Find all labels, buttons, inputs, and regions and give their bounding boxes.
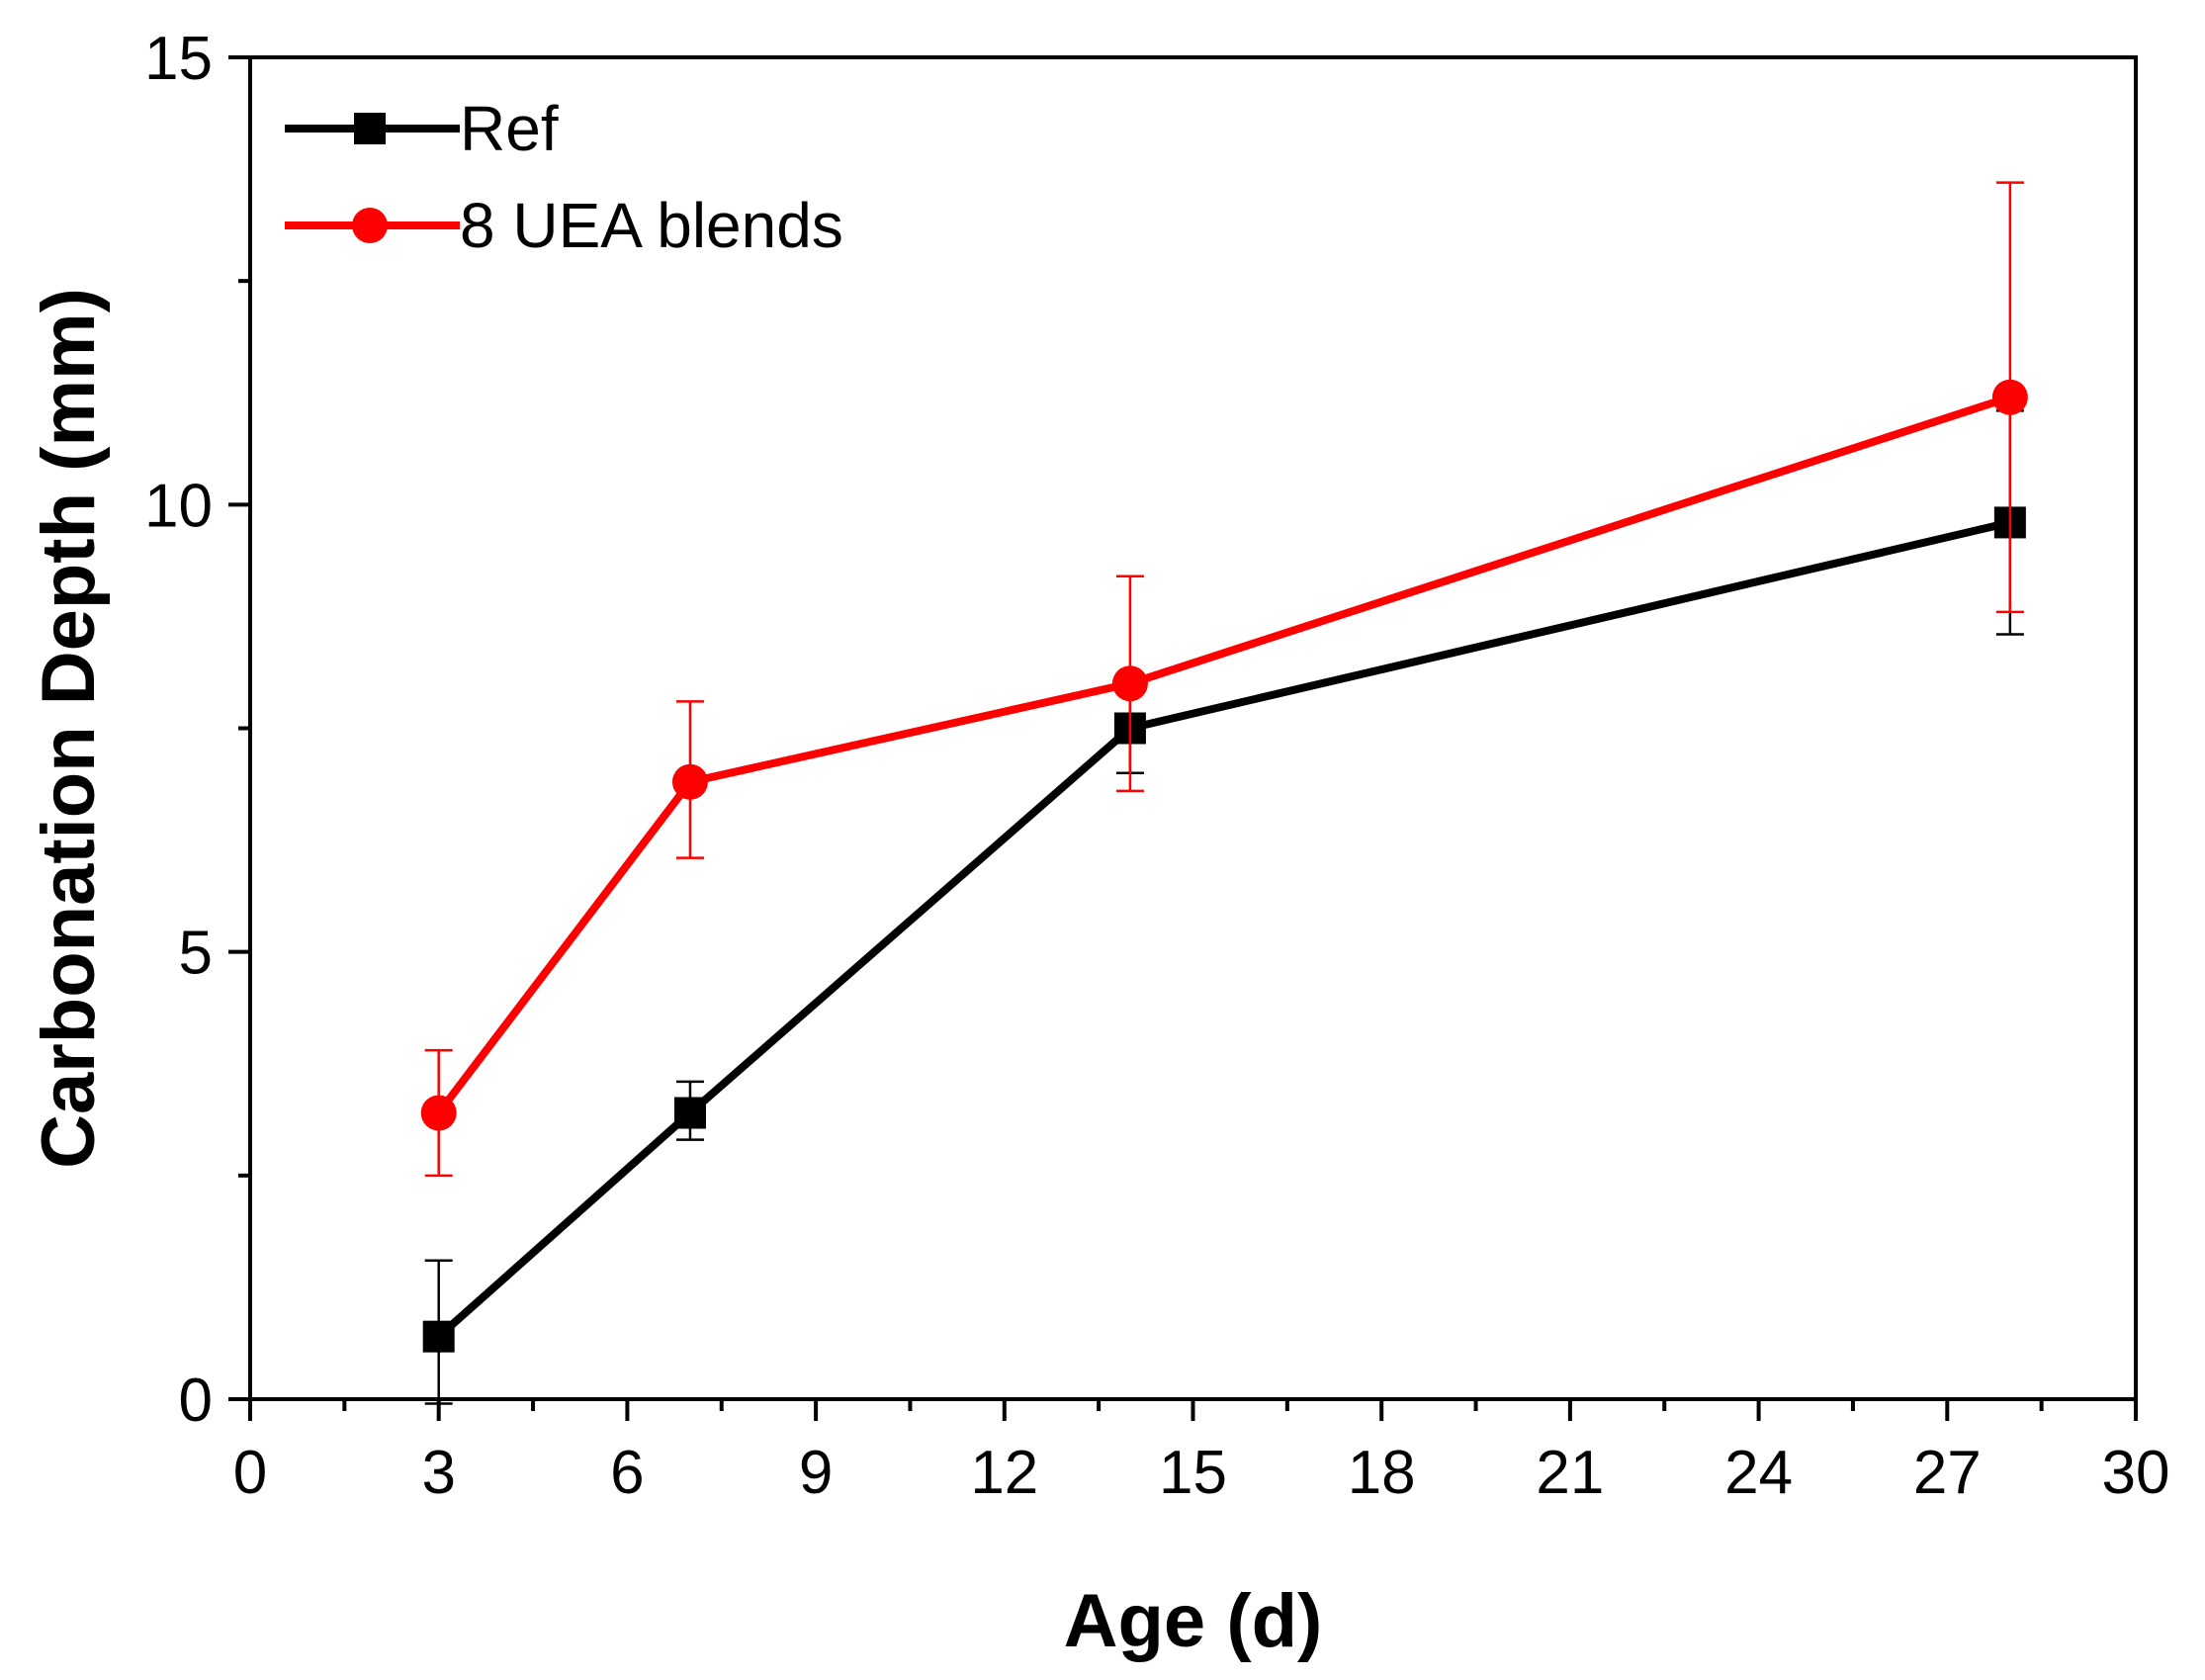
data-point: [1991, 379, 2028, 415]
y-tick-label: 0: [179, 1367, 213, 1435]
data-point: [422, 1320, 455, 1353]
series-uea-blends: [420, 181, 2028, 1178]
x-tick-label: 3: [421, 1439, 455, 1507]
legend: Ref 8 UEA blends: [285, 93, 843, 261]
legend-item: 8 UEA blends: [285, 190, 843, 261]
series-line: [436, 518, 2011, 1340]
x-tick-label: 27: [1913, 1439, 1982, 1507]
y-tick-label: 10: [144, 472, 213, 540]
x-axis-ticks: 0 3 6 9 12 15 18 21 24 27 30: [233, 1399, 2170, 1507]
y-tick-label: 5: [179, 920, 213, 988]
x-tick-label: 9: [799, 1439, 833, 1507]
series-ref: [422, 409, 2026, 1405]
x-tick-label: 12: [970, 1439, 1038, 1507]
y-tick-label: 15: [144, 25, 213, 93]
legend-label: 8 UEA blends: [460, 190, 843, 261]
y-axis-title: Carbonation Depth (mm): [27, 288, 111, 1169]
data-point: [673, 1097, 706, 1129]
legend-marker: [354, 113, 386, 144]
y-axis-ticks: 0 5 10 15: [144, 25, 250, 1435]
x-tick-label: 30: [2102, 1439, 2170, 1507]
x-tick-label: 6: [610, 1439, 644, 1507]
x-tick-label: 21: [1536, 1439, 1604, 1507]
data-point: [420, 1095, 457, 1131]
data-point: [1111, 665, 1148, 702]
legend-label: Ref: [460, 93, 559, 164]
x-tick-label: 0: [233, 1439, 267, 1507]
series-layer: [420, 181, 2028, 1405]
legend-marker: [352, 208, 388, 243]
x-axis-title: Age (d): [1064, 1579, 1323, 1663]
x-tick-label: 24: [1724, 1439, 1793, 1507]
series-line: [435, 393, 2012, 1115]
x-tick-label: 15: [1159, 1439, 1227, 1507]
data-point: [671, 763, 708, 800]
legend-item: Ref: [285, 93, 559, 164]
x-tick-label: 18: [1348, 1439, 1416, 1507]
